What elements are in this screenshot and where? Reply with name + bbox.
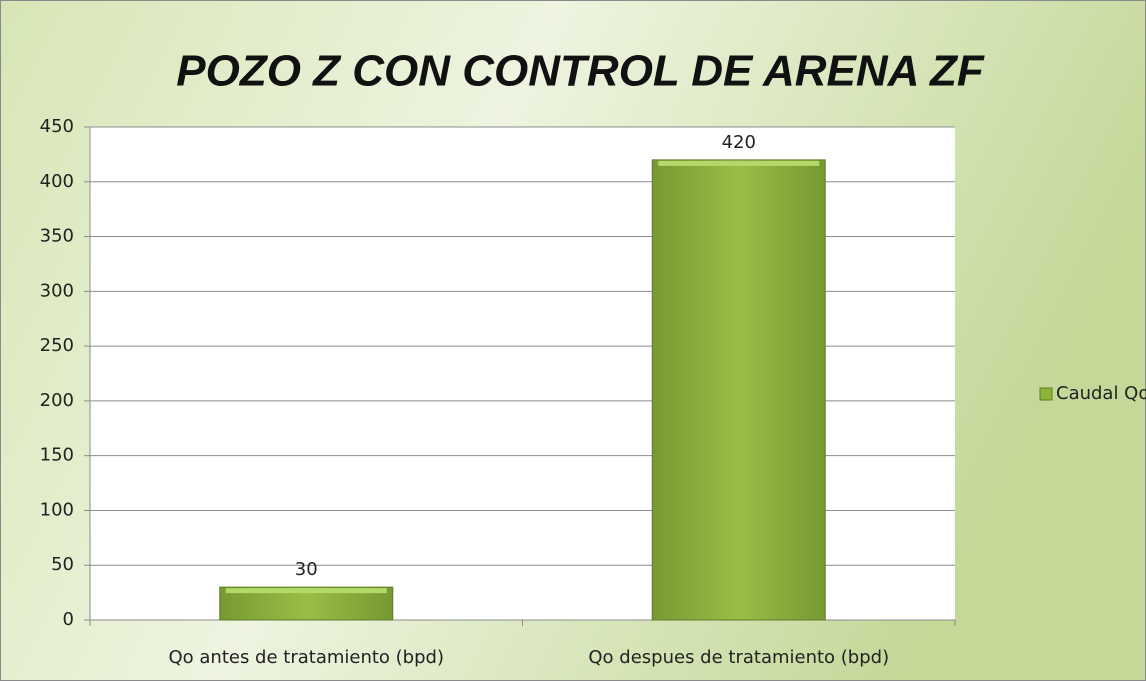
data-label: 420 [722,132,756,153]
y-tick-label: 100 [40,499,74,520]
x-tick-label: Qo antes de tratamiento (bpd) [168,647,444,668]
y-tick-label: 250 [40,335,74,356]
y-tick-label: 0 [63,609,74,630]
y-tick-label: 300 [40,280,74,301]
chart-title: POZO Z CON CONTROL DE ARENA ZF [176,47,985,96]
y-tick-label: 50 [51,554,74,575]
y-tick-label: 450 [40,116,74,137]
x-tick-label: Qo despues de tratamiento (bpd) [588,647,889,668]
bar-top [658,160,820,166]
bar-shade [651,159,826,621]
legend-swatch [1039,387,1053,401]
data-label: 30 [295,559,318,580]
legend-label: Caudal Qo [1056,383,1146,404]
bar-top [225,588,387,594]
y-tick-label: 200 [40,390,74,411]
y-tick-label: 350 [40,226,74,247]
y-tick-label: 150 [40,445,74,466]
y-tick-label: 400 [40,171,74,192]
